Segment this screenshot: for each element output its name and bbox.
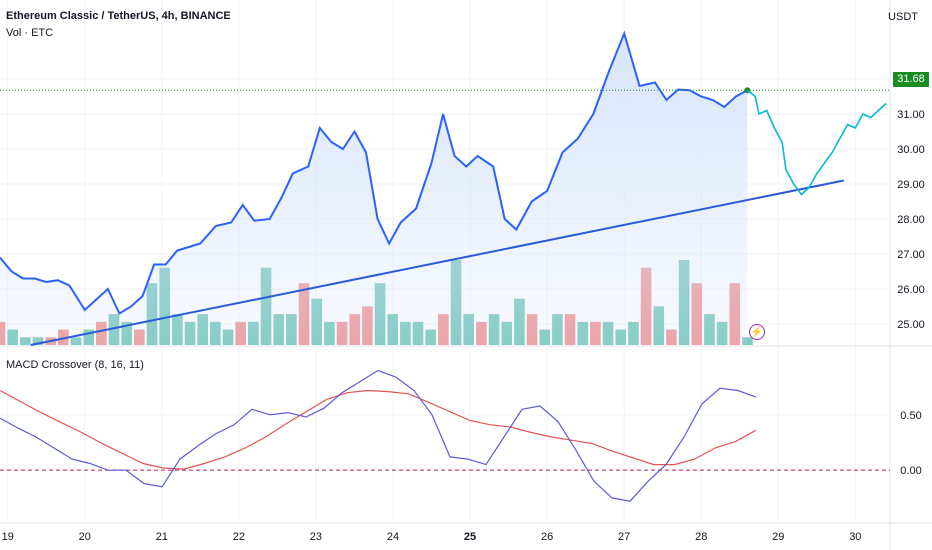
- price-tick-label: 31.00: [897, 109, 925, 121]
- volume-indicator-label[interactable]: Vol · ETC: [6, 27, 54, 39]
- macd-tick-label: 0.00: [900, 465, 921, 477]
- axes: 19 20 21 22 23 24 25 26 27 28 29 30 25.00 26.00 27.00 2…: [2, 74, 925, 543]
- x-tick-label: 28: [695, 531, 707, 543]
- price-tick-label: 28.00: [897, 214, 925, 226]
- price-tick-label: 29.00: [897, 179, 925, 191]
- x-tick-label: 23: [310, 531, 322, 543]
- macd-tick-label: 0.50: [900, 410, 921, 422]
- x-tick-label: 22: [233, 531, 245, 543]
- macd-line: [0, 369, 757, 502]
- volume-bar: [742, 337, 753, 345]
- x-tick-label: 25: [464, 531, 476, 543]
- price-area: [0, 33, 748, 345]
- lightning-icon[interactable]: ⚡: [749, 324, 765, 340]
- x-tick-label: 26: [541, 531, 553, 543]
- price-unit-label[interactable]: USDT: [888, 11, 918, 23]
- macd-pane: [0, 369, 890, 502]
- x-tick-label: 27: [618, 531, 630, 543]
- symbol-title[interactable]: Ethereum Classic / TetherUS, 4h, BINANCE: [6, 10, 231, 22]
- price-tick-label: 30.00: [897, 144, 925, 156]
- projection-path: [746, 89, 887, 196]
- macd-signal-line: [0, 389, 757, 470]
- x-tick-label: 29: [772, 531, 784, 543]
- x-tick-label: 30: [849, 531, 861, 543]
- x-tick-label: 21: [156, 531, 168, 543]
- x-tick-label: 19: [2, 531, 14, 543]
- price-tick-label: 25.00: [897, 319, 925, 331]
- current-price-tag: 31.68: [893, 72, 929, 87]
- macd-indicator-label[interactable]: MACD Crossover (8, 16, 11): [6, 359, 144, 371]
- price-tick-label: 27.00: [897, 249, 925, 261]
- x-tick-label: 20: [79, 531, 91, 543]
- price-series: [0, 30, 890, 346]
- trendline: [30, 179, 844, 346]
- price-tick-label: 26.00: [897, 284, 925, 296]
- price-line: [0, 30, 748, 315]
- x-tick-label: 24: [387, 531, 399, 543]
